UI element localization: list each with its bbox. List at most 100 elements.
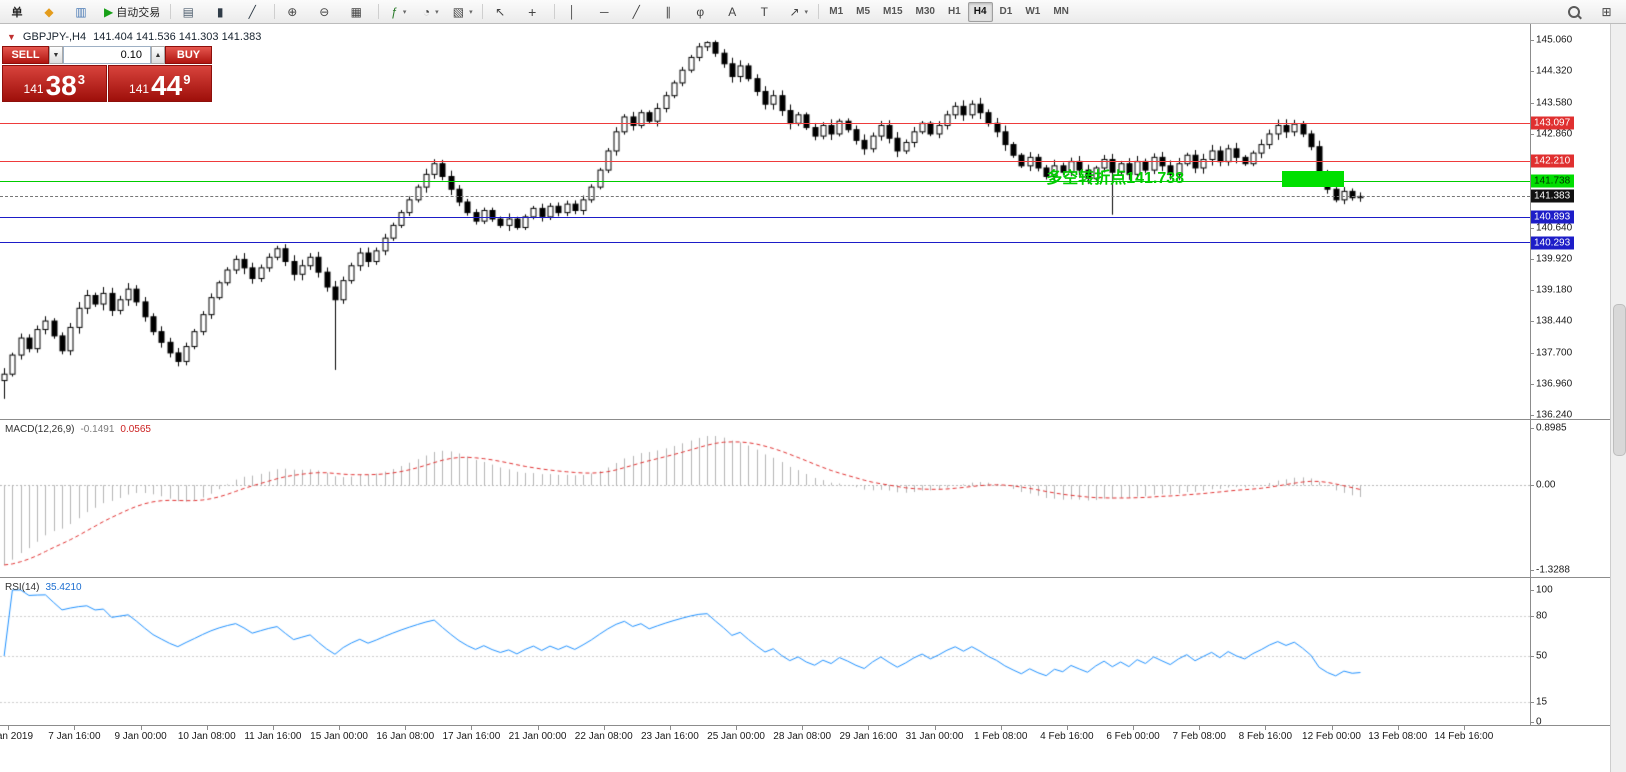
chevron-down-icon: ▾ <box>402 8 407 16</box>
timeframe-m5[interactable]: M5 <box>856 6 871 17</box>
new-order-button[interactable]: 单 <box>11 6 23 19</box>
vertical-scrollbar[interactable] <box>1610 24 1626 772</box>
price-axis-border[interactable] <box>1530 24 1531 726</box>
horizontal-line-button[interactable]: ─ <box>599 4 609 19</box>
autotrading-button[interactable]: ▶ 自动交易 <box>104 4 161 19</box>
indicators-button[interactable]: ƒ ▾ <box>391 4 407 19</box>
timeframe-m15[interactable]: M15 <box>883 6 903 17</box>
indicator-axis-label: 15 <box>1536 696 1548 708</box>
macd-panel-separator[interactable] <box>0 419 1610 420</box>
lot-increase-button[interactable]: ▲ <box>151 46 165 64</box>
time-axis-tick <box>471 726 473 730</box>
toolbar-separator <box>274 4 276 19</box>
price-axis-label: 139.180 <box>1536 284 1573 296</box>
time-axis-label: 28 Jan 08:00 <box>773 731 832 742</box>
price-axis-label: 138.440 <box>1536 315 1573 327</box>
timeframe-m1[interactable]: M1 <box>829 6 844 17</box>
metaeditor-button[interactable]: ◆ <box>44 4 54 19</box>
timeframe-h1[interactable]: H1 <box>947 6 961 17</box>
chart-bars-button[interactable]: ▤ <box>182 4 194 19</box>
window-layout-button[interactable]: ⊞ <box>1591 1 1622 23</box>
templates-button[interactable]: ▧ ▾ <box>452 4 473 19</box>
price-badge: 143.097 <box>1531 116 1575 130</box>
sell-button[interactable]: SELL <box>2 46 49 64</box>
rsi-name: RSI(14) <box>5 582 40 593</box>
timeframe-h4[interactable]: H4 <box>967 1 993 22</box>
time-axis-label: 23 Jan 16:00 <box>640 731 699 742</box>
toolbar-separator <box>554 4 556 19</box>
time-axis-tick <box>1000 726 1002 730</box>
main-chart-canvas[interactable] <box>0 24 1530 420</box>
timeframe-mn[interactable]: MN <box>1053 6 1069 17</box>
sell-price-button[interactable]: 141 38 3 <box>2 65 107 102</box>
text-button[interactable]: A <box>728 4 737 19</box>
buy-price-whole: 141 <box>129 82 150 96</box>
trendline-button[interactable]: ╱ <box>632 4 640 19</box>
time-axis-tick <box>1133 726 1135 730</box>
buy-price-pips: 44 <box>151 70 183 101</box>
price-axis-label: 143.580 <box>1536 97 1573 109</box>
rsi-panel-canvas[interactable] <box>0 578 1530 726</box>
time-axis-label: 22 Jan 08:00 <box>574 731 633 742</box>
sell-price-whole: 141 <box>23 82 44 96</box>
search-button[interactable] <box>1558 1 1589 23</box>
buy-button[interactable]: BUY <box>165 46 212 64</box>
time-axis-label: 12 Feb 00:00 <box>1302 731 1361 742</box>
zoom-in-button[interactable]: ⊕ <box>287 4 298 19</box>
price-axis-label: 145.060 <box>1536 34 1573 46</box>
macd-panel-canvas[interactable] <box>0 420 1530 578</box>
chart-title: ▼ GBPJPY-,H4 141.404 141.536 141.303 141… <box>7 31 261 43</box>
buy-price-pipette: 9 <box>183 72 191 87</box>
timeframe-d1[interactable]: D1 <box>999 6 1013 17</box>
timeframe-w1[interactable]: W1 <box>1025 6 1041 17</box>
toolbar-separator <box>482 4 484 19</box>
buy-price-button[interactable]: 141 44 9 <box>107 65 212 102</box>
indicator-axis-label: -1.3288 <box>1536 564 1570 576</box>
indicator-axis-label: 0.00 <box>1536 479 1556 491</box>
rsi-label: RSI(14) 35.4210 <box>5 582 82 593</box>
equidistant-channel-button[interactable]: ∥ <box>665 4 672 19</box>
symbol-period-label: GBPJPY-,H4 <box>22 31 87 43</box>
chevron-down-icon: ▾ <box>435 8 439 16</box>
periods-button[interactable]: ◔ ▾ <box>422 4 439 19</box>
crosshair-button[interactable]: + <box>528 3 537 20</box>
chart-line-button[interactable]: ╱ <box>248 4 256 19</box>
chart-candles-button[interactable]: ▮ <box>216 4 224 19</box>
vertical-line-button[interactable]: │ <box>568 4 576 19</box>
fibonacci-button[interactable]: φ <box>696 4 705 19</box>
toolbar-separator <box>378 4 380 19</box>
macd-signal-value: 0.0565 <box>120 424 151 435</box>
price-badge: 142.210 <box>1531 154 1575 168</box>
time-axis-tick <box>1066 726 1068 730</box>
rsi-value: 35.4210 <box>45 582 82 593</box>
toolbar: 单 ◆ ▥ ▶ 自动交易 ▤ ▮ ╱ ⊕ ⊖ ▦ <box>0 0 1626 24</box>
time-axis-label: 14 Feb 16:00 <box>1434 731 1494 742</box>
tile-windows-button[interactable]: ▦ <box>350 4 362 19</box>
rsi-panel-separator[interactable] <box>0 577 1610 578</box>
price-axis-label: 136.960 <box>1536 378 1573 390</box>
price-axis-label: 139.920 <box>1536 253 1573 265</box>
label-button[interactable]: T <box>760 4 768 19</box>
vertical-scrollbar-thumb[interactable] <box>1613 304 1626 456</box>
arrows-button[interactable]: ↗ ▾ <box>789 4 809 19</box>
timeframe-m30[interactable]: M30 <box>915 6 935 17</box>
time-axis-tick <box>1463 726 1465 730</box>
time-axis-label: 6 Feb 00:00 <box>1106 731 1160 742</box>
chevron-down-icon: ▾ <box>804 8 809 16</box>
chart-window-icon: ▼ <box>7 32 16 42</box>
terminal-button[interactable]: ▥ <box>75 4 87 19</box>
time-axis-label: 7 Jan 16:00 <box>48 731 101 742</box>
macd-main-value: -0.1491 <box>80 424 115 435</box>
time-axis-tick <box>8 726 10 730</box>
indicator-axis-label: 50 <box>1536 650 1548 662</box>
zoom-out-button[interactable]: ⊖ <box>319 4 330 19</box>
one-click-trading-panel: SELL ▼ ▲ BUY 141 38 3 141 44 9 <box>2 46 212 102</box>
lot-decrease-button[interactable]: ▼ <box>49 46 63 64</box>
lot-size-input[interactable] <box>63 46 151 64</box>
cursor-button[interactable]: ↖ <box>495 4 506 19</box>
time-axis-label: 7 Feb 08:00 <box>1172 731 1226 742</box>
time-axis-tick <box>934 726 936 730</box>
time-axis-tick <box>603 726 605 730</box>
time-axis-label: 11 Jan 16:00 <box>244 731 302 742</box>
time-axis-tick <box>1331 726 1333 730</box>
